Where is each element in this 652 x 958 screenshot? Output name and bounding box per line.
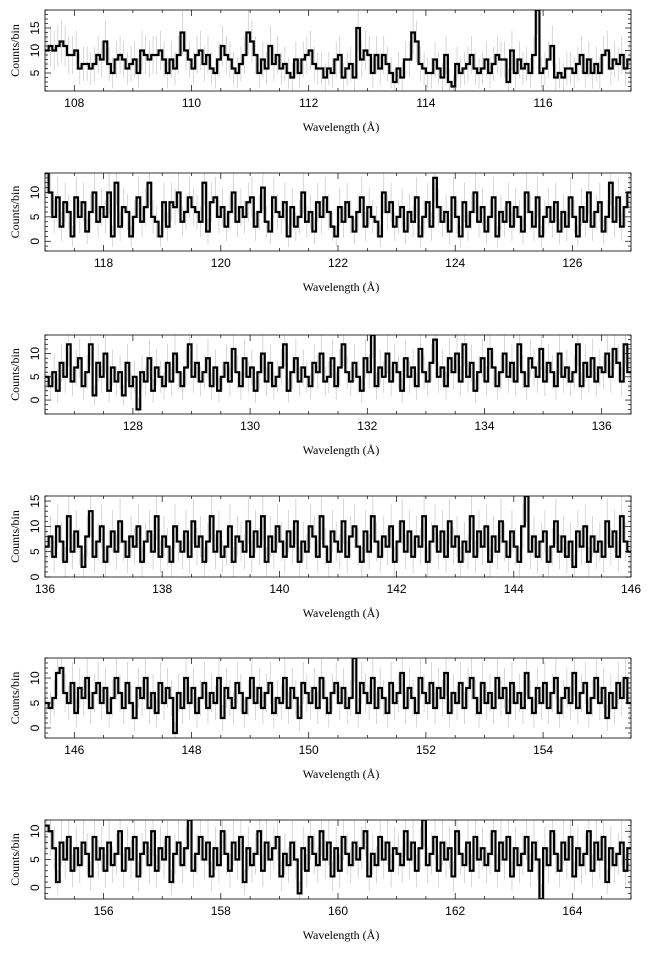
x-tick-label: 110	[182, 96, 201, 110]
y-tick-label: 0	[28, 724, 42, 731]
spectrum-step-line	[45, 335, 631, 411]
spectrum-step-line	[45, 658, 631, 735]
x-tick-label: 122	[328, 256, 348, 270]
x-axis-label: Wavelength (Å)	[303, 120, 380, 134]
chart-panel-2: 118 120 122 124 126 0 5 10 Wavelength (Å) Counts/…	[8, 172, 632, 294]
x-tick-label: 156	[94, 904, 114, 918]
y-axis-label: Counts/bin	[8, 672, 22, 725]
x-tick-label: 128	[123, 419, 143, 433]
x-tick-label: 138	[152, 582, 172, 596]
x-tick-label: 120	[211, 256, 231, 270]
y-axis-label: Counts/bin	[8, 186, 22, 239]
y-tick-label: 10	[28, 519, 42, 533]
y-tick-label: 0	[28, 238, 42, 245]
y-tick-label: 5	[28, 213, 42, 220]
x-tick-label: 130	[240, 419, 260, 433]
x-tick-label: 114	[416, 96, 435, 110]
x-tick-label: 164	[562, 904, 582, 918]
y-tick-label: 10	[28, 44, 42, 58]
x-axis-label: Wavelength (Å)	[303, 767, 380, 781]
y-tick-label: 5	[28, 699, 42, 706]
y-tick-label: 10	[28, 186, 42, 200]
y-tick-label: 5	[28, 373, 42, 380]
spectrum-step-line	[45, 10, 631, 88]
x-axis-label: Wavelength (Å)	[303, 443, 380, 457]
x-tick-label: 146	[621, 582, 641, 596]
x-tick-label: 112	[299, 96, 318, 110]
x-tick-label: 134	[474, 419, 494, 433]
chart-panel-1: 108 110 112 114 116 5 10 15 Wavelength (Å) Counts…	[8, 9, 632, 134]
x-tick-label: 154	[533, 743, 553, 757]
x-tick-label: 124	[445, 256, 465, 270]
y-tick-label: 15	[28, 494, 42, 508]
x-tick-label: 152	[416, 743, 436, 757]
y-axis-label: Counts/bin	[8, 24, 22, 77]
x-tick-label: 142	[387, 582, 407, 596]
y-tick-label: 5	[28, 69, 42, 76]
x-tick-label: 136	[35, 582, 55, 596]
y-tick-label: 0	[28, 396, 42, 403]
x-tick-label: 144	[504, 582, 524, 596]
x-axis-label: Wavelength (Å)	[303, 606, 380, 620]
y-tick-label: 5	[28, 856, 42, 863]
y-tick-label: 10	[28, 671, 42, 685]
y-axis-label: Counts/bin	[8, 510, 22, 563]
y-tick-label: 0	[28, 884, 42, 891]
x-tick-label: 136	[592, 419, 612, 433]
x-axis-label: Wavelength (Å)	[303, 928, 380, 942]
error-bars	[46, 496, 630, 577]
x-tick-label: 150	[299, 743, 319, 757]
chart-panel-6: 156 158 160 162 164 0 5 10 Wavelength (Å) Counts/…	[8, 819, 632, 942]
x-tick-label: 116	[534, 96, 553, 110]
x-tick-label: 148	[181, 743, 201, 757]
y-tick-label: 10	[28, 347, 42, 361]
spectrum-step-line	[45, 496, 631, 568]
x-tick-label: 146	[64, 743, 84, 757]
chart-panel-3: 128 130 132 134 136 0 5 10 Wavelength (Å) Counts/…	[8, 334, 632, 457]
x-tick-label: 140	[269, 582, 289, 596]
spectrum-step-line	[45, 173, 631, 238]
y-tick-label: 15	[28, 21, 42, 35]
x-tick-label: 160	[328, 904, 348, 918]
y-tick-label: 0	[28, 573, 42, 580]
plot-frame	[44, 9, 632, 92]
y-tick-label: 10	[28, 824, 42, 838]
x-tick-label: 158	[211, 904, 231, 918]
error-bars	[46, 10, 630, 91]
chart-panel-5: 146 148 150 152 154 0 5 10 Wavelength (Å) Counts/…	[8, 657, 632, 781]
chart-panel-4: 136 138 140 142 144 146 0 5 10 15 Wavelength (Å) Co…	[8, 494, 641, 620]
x-tick-label: 132	[357, 419, 377, 433]
x-tick-label: 126	[562, 256, 582, 270]
x-axis-label: Wavelength (Å)	[303, 280, 380, 294]
x-tick-label: 162	[445, 904, 465, 918]
y-tick-label: 5	[28, 548, 42, 555]
y-axis-label: Counts/bin	[8, 348, 22, 401]
y-axis-label: Counts/bin	[8, 833, 22, 886]
x-tick-label: 108	[64, 96, 84, 110]
spectrum-step-line	[45, 820, 631, 899]
x-tick-label: 118	[94, 256, 113, 270]
